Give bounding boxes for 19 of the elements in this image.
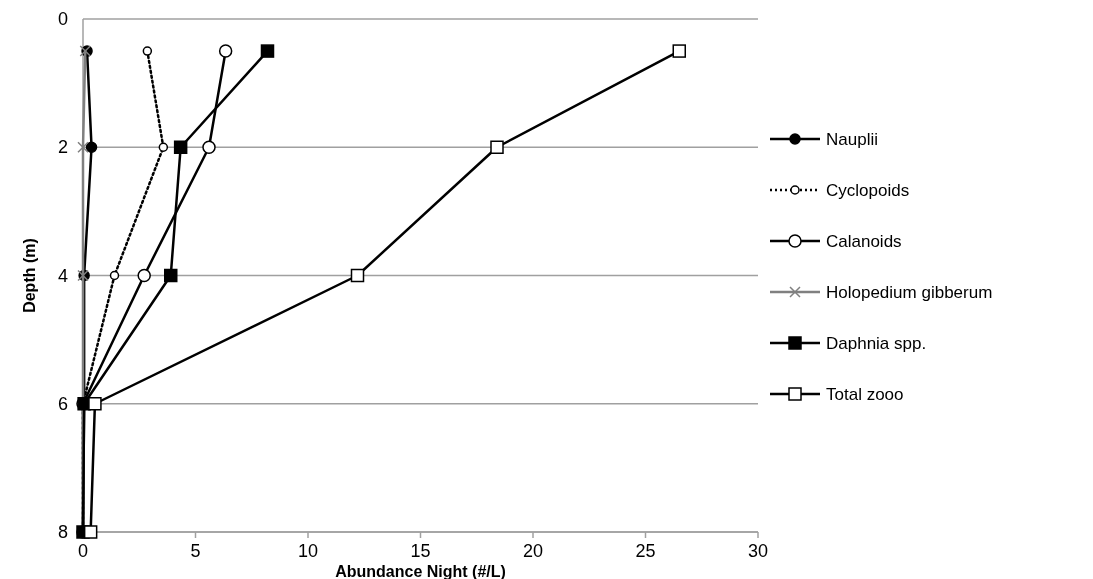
legend-label: Nauplii: [826, 130, 878, 149]
y-tick-label: 8: [57, 522, 69, 542]
legend-label: Calanoids: [826, 232, 902, 251]
y-tick-label: 4: [57, 265, 69, 286]
x-tick-label: 10: [297, 541, 319, 561]
y-tick-label: 6: [57, 393, 69, 414]
y-tick-label: 0: [57, 9, 69, 29]
legend-label: Daphnia spp.: [826, 334, 927, 353]
legend-label: Total zooo: [826, 385, 904, 404]
legend-label: Cyclopoids: [826, 181, 910, 200]
x-tick-label: 20: [522, 541, 544, 561]
legend-label: Holopedium gibberum: [826, 283, 993, 302]
y-axis-title: Depth (m): [21, 238, 38, 313]
x-tick-label: 15: [410, 541, 431, 561]
x-tick-label: 30: [747, 541, 769, 561]
x-tick-label: 0: [77, 541, 89, 561]
x-tick-label: 25: [635, 541, 656, 561]
x-tick-label: 5: [190, 541, 201, 561]
y-tick-label: 2: [57, 137, 69, 158]
